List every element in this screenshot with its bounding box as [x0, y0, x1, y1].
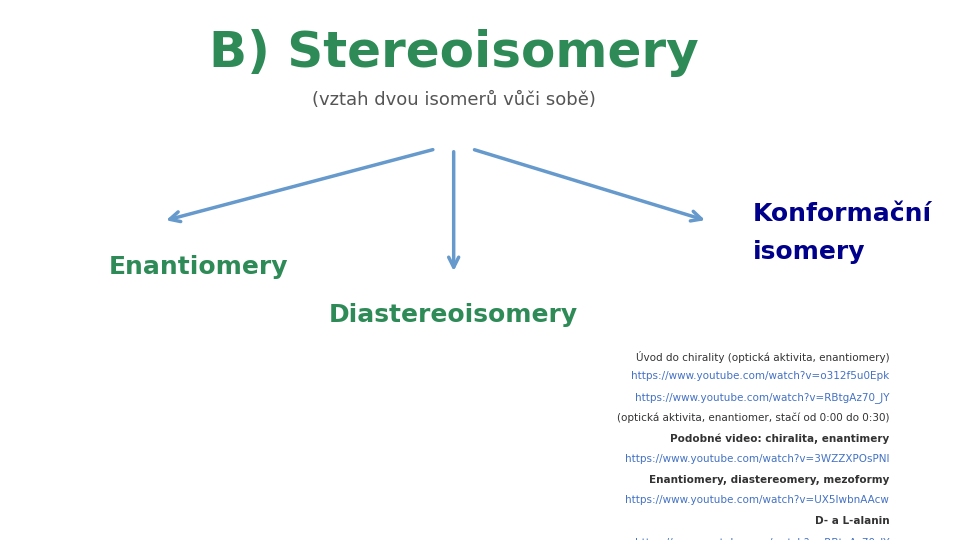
Text: D- a L-alanin: D- a L-alanin — [815, 516, 889, 526]
Text: Enantiomery, diastereomery, mezoformy: Enantiomery, diastereomery, mezoformy — [649, 475, 889, 485]
Text: Podobné video: chiralita, enantimery: Podobné video: chiralita, enantimery — [670, 434, 889, 444]
Text: https://www.youtube.com/watch?v=o312f5u0Epk: https://www.youtube.com/watch?v=o312f5u0… — [631, 372, 889, 381]
Text: (vztah dvou isomerů vůči sobě): (vztah dvou isomerů vůči sobě) — [312, 91, 595, 109]
Text: (optická aktivita, enantiomer, stačí od 0:00 do 0:30): (optická aktivita, enantiomer, stačí od … — [616, 413, 889, 423]
Text: Konformační: Konformační — [753, 202, 932, 226]
Text: B) Stereoisomery: B) Stereoisomery — [209, 29, 699, 77]
Text: Úvod do chirality (optická aktivita, enantiomery): Úvod do chirality (optická aktivita, ena… — [636, 350, 889, 363]
Text: isomery: isomery — [753, 240, 866, 264]
Text: Enantiomery: Enantiomery — [108, 255, 288, 279]
Text: Diastereoisomery: Diastereoisomery — [329, 303, 578, 327]
Text: https://www.youtube.com/watch?v=RBtgAz70_JY: https://www.youtube.com/watch?v=RBtgAz70… — [635, 537, 889, 540]
Text: https://www.youtube.com/watch?v=UX5lwbnAAcw: https://www.youtube.com/watch?v=UX5lwbnA… — [625, 495, 889, 505]
Text: https://www.youtube.com/watch?v=RBtgAz70_JY: https://www.youtube.com/watch?v=RBtgAz70… — [635, 392, 889, 403]
Text: https://www.youtube.com/watch?v=3WZZXPOsPNI: https://www.youtube.com/watch?v=3WZZXPOs… — [625, 454, 889, 464]
